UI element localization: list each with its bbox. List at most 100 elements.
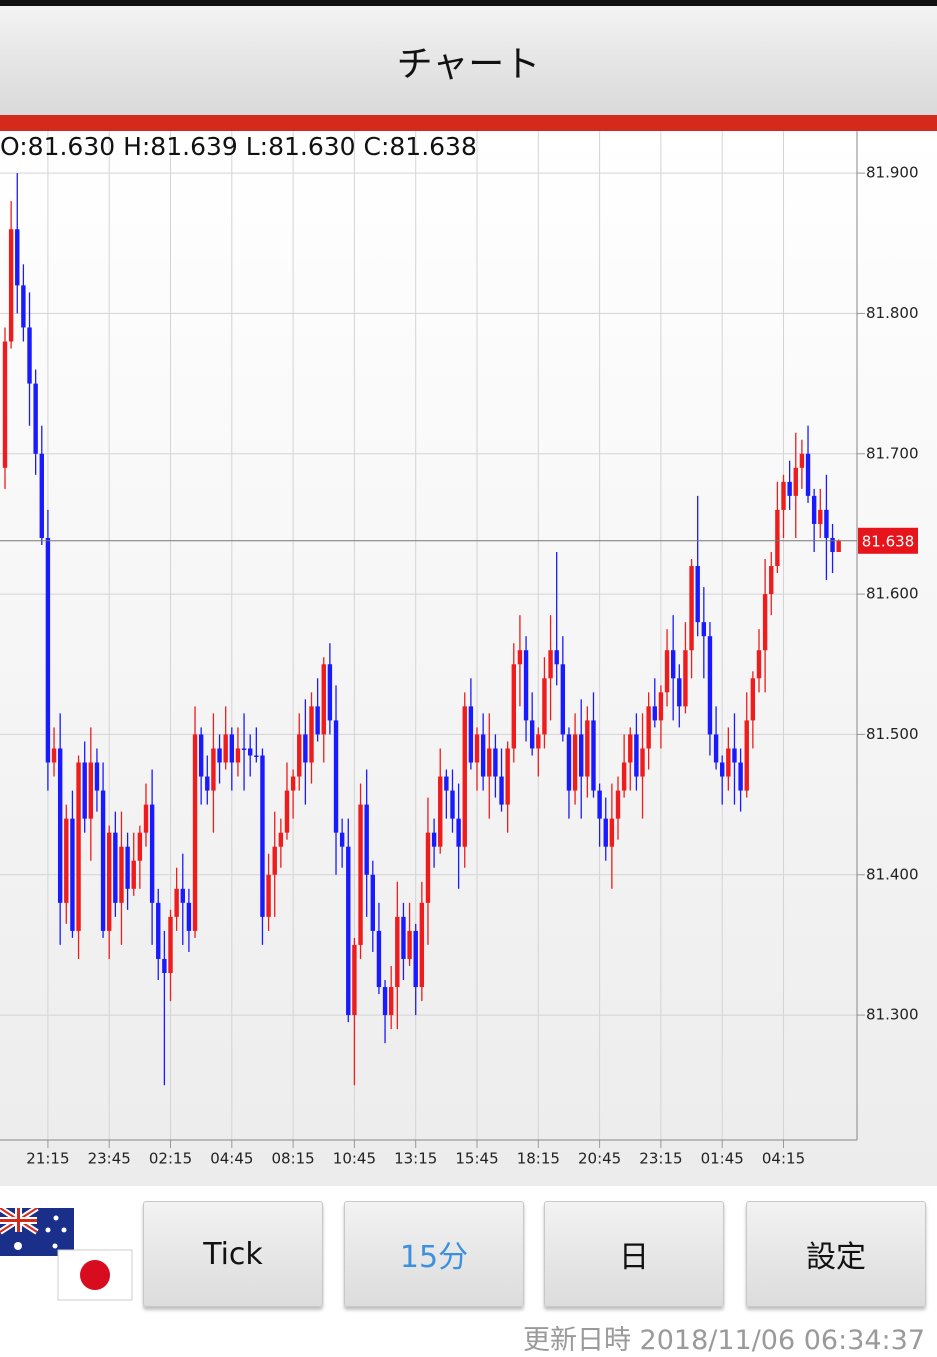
- candle-body: [824, 509, 829, 538]
- candle-body: [560, 664, 566, 735]
- candle-body: [707, 636, 713, 735]
- header-title: チャート: [396, 43, 541, 85]
- candle-body: [76, 762, 81, 931]
- candle-body: [321, 664, 326, 735]
- candle-body: [94, 762, 100, 791]
- candle-body: [554, 650, 559, 665]
- candle-body: [315, 706, 320, 735]
- candle-body: [370, 874, 375, 931]
- candle-body: [548, 650, 553, 679]
- candle-body: [609, 818, 615, 847]
- candle-body: [382, 987, 388, 1016]
- candle-body: [413, 930, 418, 988]
- candle-body: [346, 846, 351, 1016]
- candle-body: [536, 734, 541, 749]
- candle-body: [511, 664, 516, 749]
- accent-bar: [0, 115, 937, 131]
- candle-body: [425, 832, 431, 903]
- candle-body: [646, 706, 651, 749]
- candle-body: [333, 720, 339, 833]
- candle-body: [542, 678, 547, 735]
- candle-body: [517, 650, 523, 665]
- candle-body: [585, 720, 590, 777]
- x-tick-label: 13:15: [394, 1150, 437, 1168]
- candle-body: [450, 790, 455, 819]
- x-tick-label: 04:15: [762, 1150, 805, 1168]
- currency-flags: [0, 1208, 133, 1301]
- candle-body: [444, 776, 449, 791]
- candle-body: [15, 229, 20, 286]
- candle-body: [572, 734, 578, 791]
- candle-body: [407, 930, 412, 959]
- ohlc-readout: O:81.630 H:81.639 L:81.630 C:81.638: [0, 132, 477, 161]
- candle-body: [70, 818, 75, 931]
- y-tick-label: 81.700: [866, 444, 919, 462]
- candle-body: [168, 916, 173, 974]
- x-tick-label: 23:15: [639, 1150, 682, 1168]
- timeframe-button[interactable]: Tick: [143, 1201, 323, 1307]
- candle-body: [468, 706, 474, 763]
- candle-body: [487, 748, 492, 777]
- last-price-label: 81.638: [862, 532, 915, 550]
- candle-body: [474, 734, 480, 763]
- candle-body: [125, 846, 130, 889]
- candle-body: [805, 453, 811, 496]
- candle-body: [192, 734, 198, 931]
- candle-body: [664, 650, 670, 693]
- candle-body: [480, 734, 486, 777]
- candle-body: [364, 804, 369, 875]
- candle-body: [327, 664, 333, 721]
- candle-body: [107, 832, 112, 931]
- candle-body: [781, 481, 786, 510]
- candle-body: [217, 748, 222, 763]
- candle-body: [713, 734, 719, 763]
- candle-body: [137, 832, 143, 861]
- candle-body: [529, 720, 535, 749]
- candle-body: [683, 650, 688, 707]
- candle-body: [297, 734, 302, 777]
- candle-body: [811, 495, 817, 524]
- candle-body: [174, 888, 179, 917]
- candle-body: [376, 930, 382, 988]
- candle-body: [229, 734, 235, 763]
- candle-body: [241, 748, 247, 750]
- candle-body: [793, 467, 798, 496]
- candle-body: [769, 566, 774, 595]
- candle-body: [352, 944, 357, 1016]
- candle-body: [388, 987, 394, 1016]
- candle-body: [309, 706, 314, 763]
- status-line: [0, 0, 937, 6]
- candle-body: [278, 832, 284, 847]
- chart-background: [0, 131, 937, 1186]
- candle-body: [579, 734, 584, 777]
- candle-body: [640, 748, 645, 777]
- candle-body: [143, 804, 149, 833]
- candle-body: [652, 706, 657, 721]
- candle-body: [836, 540, 841, 553]
- y-tick-label: 81.600: [866, 585, 919, 603]
- candle-body: [462, 706, 467, 847]
- x-tick-label: 21:15: [26, 1150, 69, 1168]
- candle-body: [738, 762, 743, 791]
- candle-body: [677, 678, 682, 707]
- candle-body: [799, 453, 805, 468]
- candle-body: [603, 818, 608, 847]
- candle-body: [211, 748, 216, 791]
- candle-body: [566, 734, 572, 791]
- timeframe-button[interactable]: 設定: [746, 1201, 926, 1307]
- last-price-badge: [858, 527, 918, 554]
- candle-body: [358, 804, 363, 945]
- candle-body: [750, 678, 756, 721]
- timeframe-button[interactable]: 日: [544, 1201, 724, 1307]
- candle-body: [21, 285, 26, 328]
- candle-body: [775, 509, 780, 567]
- candle-body: [744, 720, 749, 791]
- candle-body: [100, 790, 106, 931]
- candle-body: [248, 748, 253, 756]
- candle-body: [726, 748, 731, 777]
- timeframe-button[interactable]: 15分: [344, 1201, 524, 1307]
- candle-body: [658, 692, 664, 721]
- candle-body: [82, 762, 87, 819]
- candle-body: [303, 734, 308, 763]
- x-tick-label: 08:15: [271, 1150, 314, 1168]
